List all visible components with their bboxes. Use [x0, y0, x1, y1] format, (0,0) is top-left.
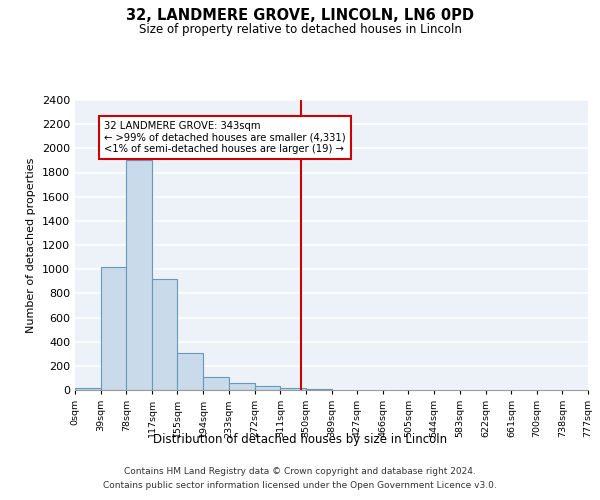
Text: Size of property relative to detached houses in Lincoln: Size of property relative to detached ho… — [139, 22, 461, 36]
Bar — [127, 160, 152, 390]
Bar — [203, 376, 229, 390]
Text: Contains public sector information licensed under the Open Government Licence v3: Contains public sector information licen… — [103, 481, 497, 490]
Bar — [152, 279, 178, 390]
Text: Distribution of detached houses by size in Lincoln: Distribution of detached houses by size … — [153, 432, 447, 446]
Bar — [280, 388, 306, 390]
Bar — [254, 386, 280, 390]
Bar — [229, 384, 254, 390]
Text: 32, LANDMERE GROVE, LINCOLN, LN6 0PD: 32, LANDMERE GROVE, LINCOLN, LN6 0PD — [126, 8, 474, 22]
Y-axis label: Number of detached properties: Number of detached properties — [26, 158, 37, 332]
Text: Contains HM Land Registry data © Crown copyright and database right 2024.: Contains HM Land Registry data © Crown c… — [124, 468, 476, 476]
Text: 32 LANDMERE GROVE: 343sqm
← >99% of detached houses are smaller (4,331)
<1% of s: 32 LANDMERE GROVE: 343sqm ← >99% of deta… — [104, 120, 346, 154]
Bar — [101, 267, 127, 390]
Bar — [178, 352, 203, 390]
Bar — [75, 388, 101, 390]
